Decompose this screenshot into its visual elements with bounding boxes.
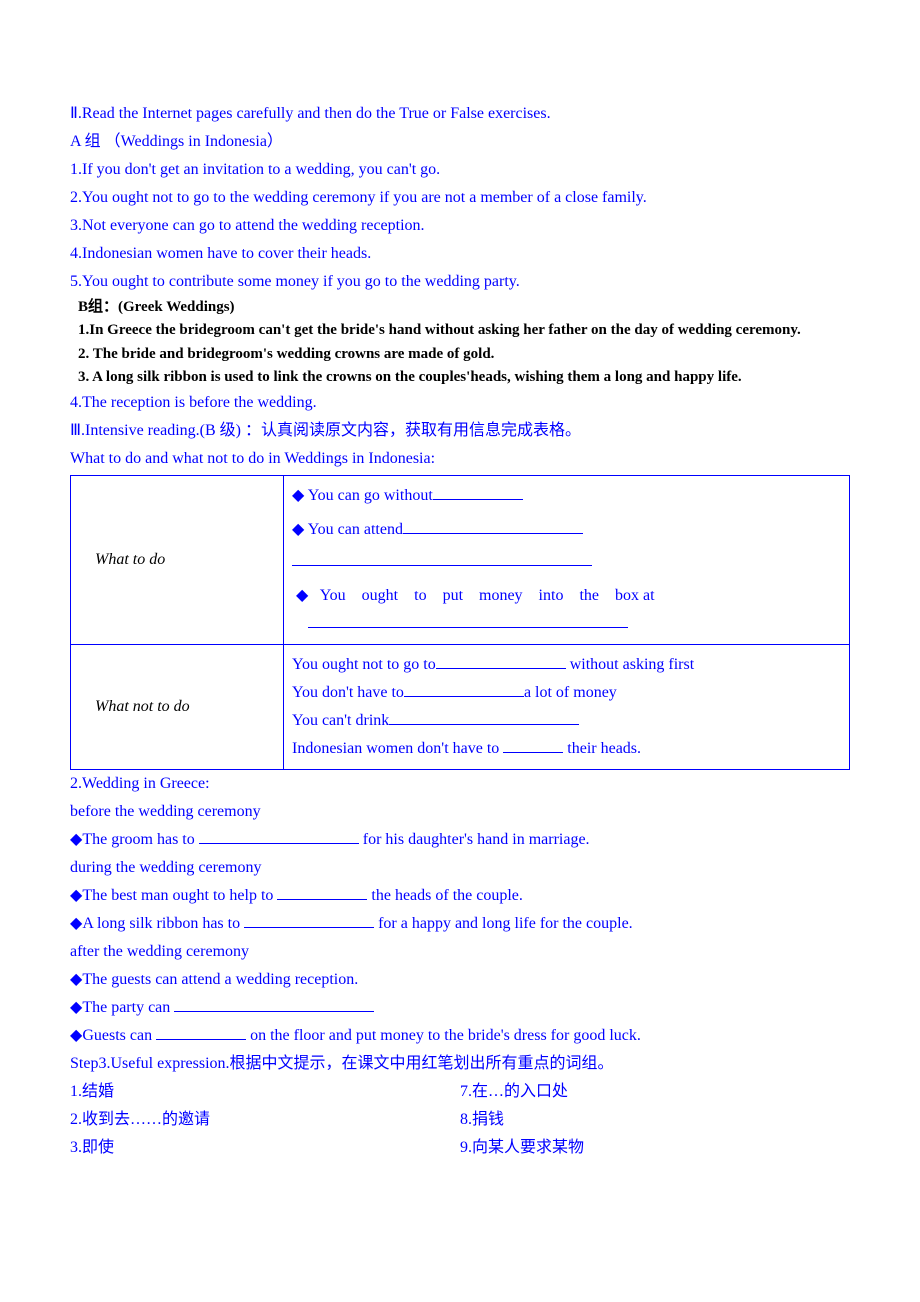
r1-l3: You ought to put money into the box at [320, 587, 655, 604]
r2-l1-pre: You ought not to go to [292, 656, 436, 673]
group-a-item-5: 5.You ought to contribute some money if … [70, 268, 850, 296]
group-a-item-2: 2.You ought not to go to the wedding cer… [70, 184, 850, 212]
list-item: 1.结婚 [70, 1078, 460, 1106]
r2-l2-pre: You don't have to [292, 684, 404, 701]
r1-l2: You can attend [308, 521, 403, 538]
row2-label: What not to do [71, 645, 284, 770]
list-item: 2.收到去……的邀请 [70, 1106, 460, 1134]
greece-d2-post: for a happy and long life for the couple… [374, 915, 633, 932]
diamond-icon: ◆ [70, 887, 82, 904]
blank[interactable] [174, 1011, 374, 1012]
group-b-block: B组：(Greek Weddings) 1.In Greece the brid… [70, 296, 850, 389]
greece-a3-pre: Guests can [82, 1027, 156, 1044]
blank[interactable] [277, 899, 367, 900]
greece-before: before the wedding ceremony [70, 798, 850, 826]
r2-l3-pre: You can't drink [292, 712, 389, 729]
group-a-item-3: 3.Not everyone can go to attend the wedd… [70, 212, 850, 240]
blank[interactable] [403, 533, 583, 534]
greece-heading: 2.Wedding in Greece: [70, 770, 850, 798]
greece-d2: ◆A long silk ribbon has to for a happy a… [70, 910, 850, 938]
greece-a2: ◆The party can [70, 994, 850, 1022]
greece-after: after the wedding ceremony [70, 938, 850, 966]
blank[interactable] [404, 696, 524, 697]
row1-content: ◆ You can go without ◆ You can attend ◆ … [284, 476, 850, 645]
expression-columns: 1.结婚 2.收到去……的邀请 3.即使 7.在…的入口处 8.捐钱 9.向某人… [70, 1078, 850, 1162]
greece-a3: ◆Guests can on the floor and put money t… [70, 1022, 850, 1050]
indonesia-table: What to do ◆ You can go without ◆ You ca… [70, 475, 850, 770]
r2-l2-post: a lot of money [524, 684, 617, 701]
greece-during: during the wedding ceremony [70, 854, 850, 882]
r2-l1-post: without asking first [566, 656, 694, 673]
greece-d2-pre: A long silk ribbon has to [82, 915, 244, 932]
blank[interactable] [433, 499, 523, 500]
list-item: 7.在…的入口处 [460, 1078, 850, 1106]
r2-l4-pre: Indonesian women don't have to [292, 740, 503, 757]
group-a-item-4: 4.Indonesian women have to cover their h… [70, 240, 850, 268]
diamond-icon: ◆ [70, 915, 82, 932]
greece-a3-post: on the floor and put money to the bride'… [246, 1027, 641, 1044]
group-a-title: A 组 （Weddings in Indonesia） [70, 128, 850, 156]
step3-heading: Step3.Useful expression.根据中文提示，在课文中用红笔划出… [70, 1050, 850, 1078]
group-b-item-1: 1.In Greece the bridegroom can't get the… [78, 319, 850, 342]
blank[interactable] [156, 1039, 246, 1040]
greece-d1-pre: The best man ought to help to [82, 887, 277, 904]
diamond-icon: ◆ [70, 1027, 82, 1044]
diamond-icon: ◆ [70, 971, 82, 988]
section3-heading: Ⅲ.Intensive reading.(B 级) ：认真阅读原文内容，获取有用… [70, 417, 850, 445]
group-b-item-4: 4.The reception is before the wedding. [70, 389, 850, 417]
greece-b1: ◆The groom has to for his daughter's han… [70, 826, 850, 854]
list-item: 9.向某人要求某物 [460, 1134, 850, 1162]
blank[interactable] [389, 724, 579, 725]
group-b-item-2: 2. The bride and bridegroom's wedding cr… [78, 343, 850, 366]
greece-a2-pre: The party can [82, 999, 174, 1016]
greece-a1-text: The guests can attend a wedding receptio… [82, 971, 358, 988]
greece-d1-post: the heads of the couple. [367, 887, 523, 904]
diamond-icon: ◆ [292, 521, 308, 538]
list-item: 8.捐钱 [460, 1106, 850, 1134]
blank[interactable] [308, 627, 628, 628]
what-to-do-title: What to do and what not to do in Wedding… [70, 445, 850, 473]
blank[interactable] [292, 565, 592, 566]
diamond-icon: ◆ [292, 487, 308, 504]
greece-a1: ◆The guests can attend a wedding recepti… [70, 966, 850, 994]
greece-d1: ◆The best man ought to help to the heads… [70, 882, 850, 910]
r2-l4-post: their heads. [563, 740, 641, 757]
blank[interactable] [503, 752, 563, 753]
r1-l1: You can go without [308, 487, 433, 504]
greece-b1-post: for his daughter's hand in marriage. [359, 831, 590, 848]
blank[interactable] [199, 843, 359, 844]
group-b-title: B组：(Greek Weddings) [78, 296, 850, 319]
row1-label: What to do [71, 476, 284, 645]
section2-heading: Ⅱ.Read the Internet pages carefully and … [70, 100, 850, 128]
table-row: What to do ◆ You can go without ◆ You ca… [71, 476, 850, 645]
diamond-icon: ◆ [70, 999, 82, 1016]
blank[interactable] [244, 927, 374, 928]
greece-b1-pre: The groom has to [82, 831, 198, 848]
blank[interactable] [436, 668, 566, 669]
group-a-item-1: 1.If you don't get an invitation to a we… [70, 156, 850, 184]
group-b-item-3: 3. A long silk ribbon is used to link th… [78, 366, 850, 389]
diamond-icon: ◆ [296, 587, 308, 604]
diamond-icon: ◆ [70, 831, 82, 848]
table-row: What not to do You ought not to go to wi… [71, 645, 850, 770]
row2-content: You ought not to go to without asking fi… [284, 645, 850, 770]
list-item: 3.即使 [70, 1134, 460, 1162]
